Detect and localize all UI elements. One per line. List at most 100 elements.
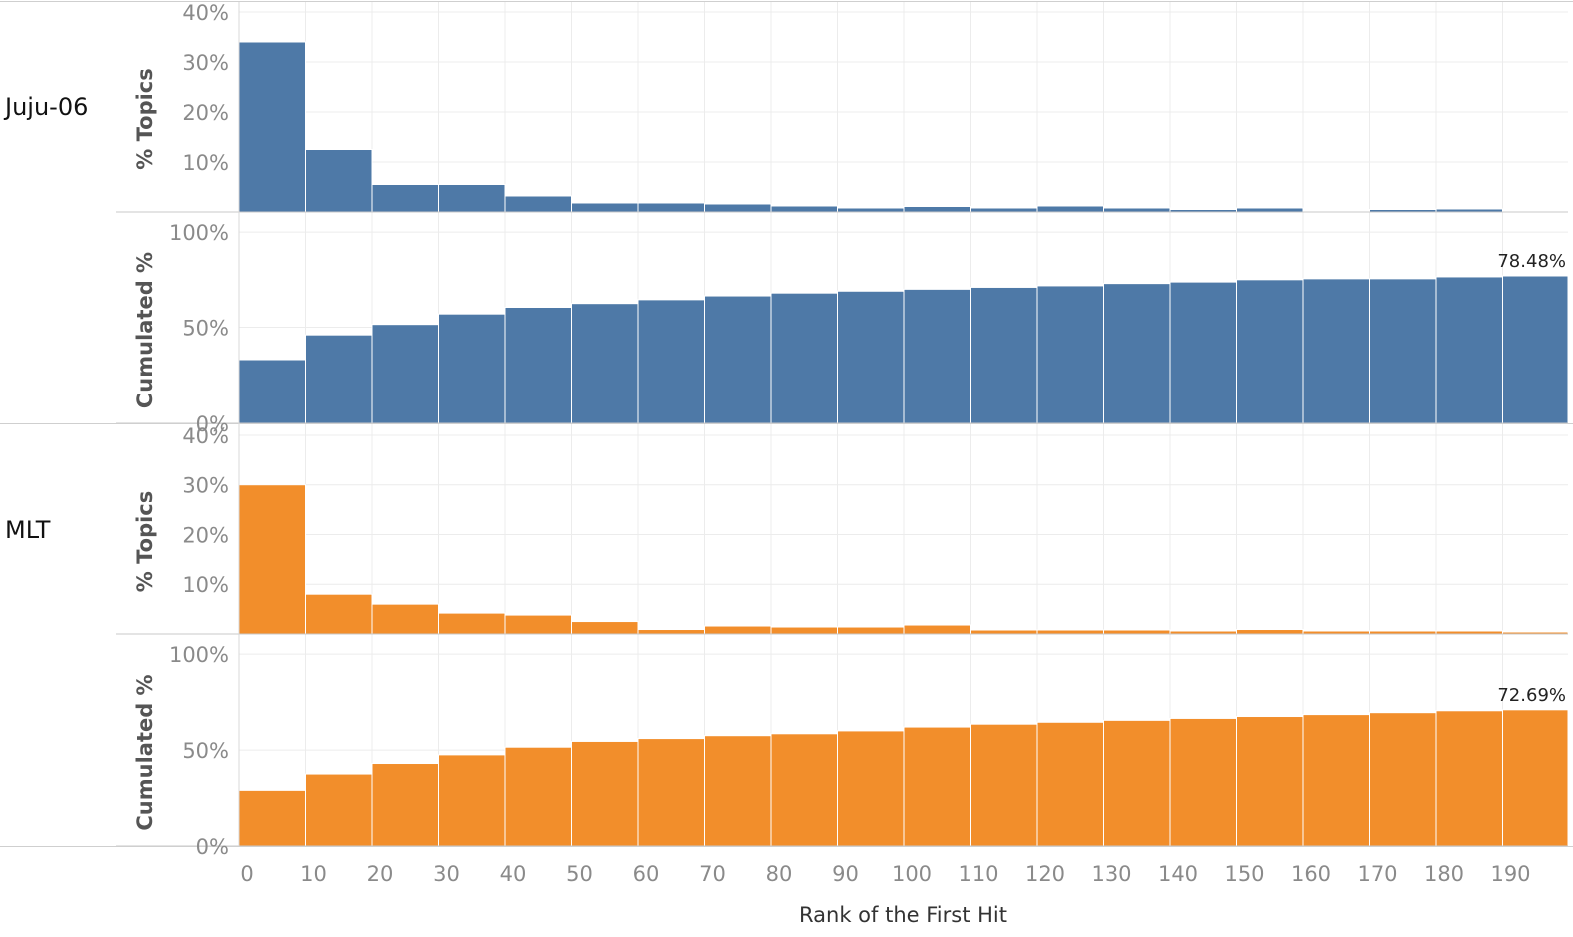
y-tick-label: 50% <box>182 317 229 341</box>
x-tick-label: 30 <box>433 862 460 886</box>
bar <box>571 303 639 424</box>
x-tick-label: 10 <box>300 862 327 886</box>
y-tick-label: 100% <box>169 221 229 245</box>
x-tick-label: 130 <box>1091 862 1131 886</box>
bar <box>1103 207 1171 213</box>
x-tick-label: 70 <box>699 862 726 886</box>
bar <box>1169 281 1237 424</box>
bar <box>571 740 639 847</box>
bar <box>704 735 772 847</box>
bar <box>371 603 439 635</box>
x-tick-label: 40 <box>500 862 527 886</box>
bar <box>504 746 572 847</box>
bar <box>1435 710 1503 847</box>
x-tick-label: 60 <box>633 862 660 886</box>
bar <box>438 612 506 635</box>
bar <box>837 207 905 213</box>
bar <box>238 359 306 424</box>
x-tick-label: 160 <box>1291 862 1331 886</box>
x-axis-title: Rank of the First Hit <box>799 903 1007 927</box>
bar <box>371 184 439 213</box>
y-axis-title: Cumulated % <box>133 252 157 408</box>
bar <box>1103 629 1171 635</box>
bar <box>704 203 772 213</box>
bar <box>970 629 1038 635</box>
y-tick-label: 0% <box>196 835 229 859</box>
y-tick-label: 10% <box>182 573 229 597</box>
x-tick-label: 20 <box>367 862 394 886</box>
bar <box>1302 278 1370 424</box>
y-tick-label: 20% <box>182 101 229 125</box>
y-tick-label: 50% <box>182 739 229 763</box>
bar <box>1435 276 1503 424</box>
row-label: Juju-06 <box>3 93 88 121</box>
data-label: 78.48% <box>1497 251 1566 272</box>
bar <box>770 733 838 847</box>
x-tick-label: 0 <box>240 862 253 886</box>
bar <box>1369 712 1437 847</box>
bar <box>637 299 705 424</box>
x-tick-label: 190 <box>1490 862 1530 886</box>
bar <box>1369 278 1437 424</box>
bar <box>770 205 838 213</box>
x-tick-label: 50 <box>566 862 593 886</box>
bar <box>903 726 971 847</box>
bar <box>637 738 705 847</box>
x-tick-label: 80 <box>766 862 793 886</box>
bar <box>238 484 306 635</box>
bar <box>704 625 772 635</box>
bar <box>903 288 971 424</box>
bar <box>504 614 572 635</box>
x-tick-label: 120 <box>1025 862 1065 886</box>
data-label: 72.69% <box>1497 685 1566 706</box>
x-tick-label: 90 <box>832 862 859 886</box>
bar <box>438 313 506 424</box>
bar <box>571 202 639 213</box>
y-tick-label: 30% <box>182 51 229 75</box>
bar <box>238 789 306 847</box>
bar <box>571 621 639 635</box>
bar <box>1236 716 1304 847</box>
bar <box>1236 279 1304 424</box>
bar <box>1169 717 1237 847</box>
bar <box>305 593 373 635</box>
y-tick-label: 20% <box>182 523 229 547</box>
bar <box>504 195 572 213</box>
y-tick-label: 10% <box>182 151 229 175</box>
bar <box>770 292 838 424</box>
bar <box>637 202 705 213</box>
x-tick-label: 180 <box>1424 862 1464 886</box>
bar <box>305 149 373 213</box>
bar <box>438 754 506 847</box>
y-tick-label: 100% <box>169 643 229 667</box>
bar <box>970 723 1038 847</box>
bar <box>1502 275 1569 424</box>
row-label: MLT <box>5 516 51 544</box>
bar <box>970 207 1038 213</box>
bar <box>305 334 373 424</box>
y-tick-label: 40% <box>182 1 229 25</box>
bar <box>1036 205 1104 213</box>
bar <box>438 184 506 213</box>
bar <box>1036 629 1104 635</box>
bar <box>504 307 572 424</box>
bar <box>837 730 905 847</box>
x-tick-label: 140 <box>1158 862 1198 886</box>
bar <box>1302 714 1370 847</box>
x-tick-label: 150 <box>1224 862 1264 886</box>
bar <box>837 626 905 635</box>
x-tick-label: 100 <box>892 862 932 886</box>
y-tick-label: 30% <box>182 474 229 498</box>
bar <box>371 324 439 424</box>
bar <box>371 763 439 847</box>
x-tick-label: 110 <box>958 862 998 886</box>
bar <box>770 626 838 635</box>
bar <box>238 41 306 213</box>
y-tick-label: 40% <box>182 424 229 448</box>
y-axis-title: Cumulated % <box>133 674 157 830</box>
bar-layer <box>238 41 1569 847</box>
bar <box>1103 283 1171 424</box>
bar <box>1236 629 1304 635</box>
